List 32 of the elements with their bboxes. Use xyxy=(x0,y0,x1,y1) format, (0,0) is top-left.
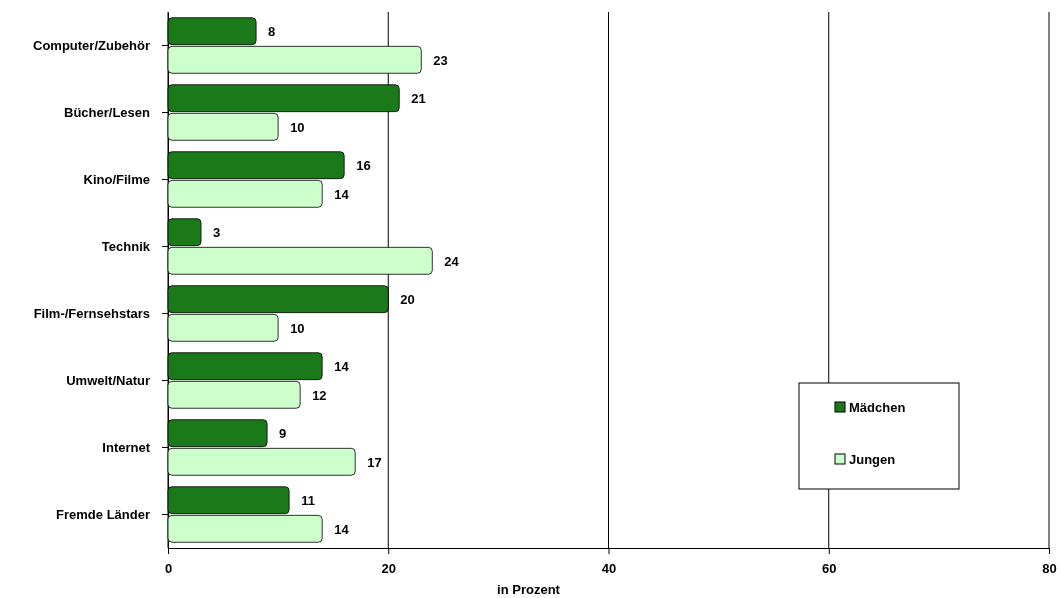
y-tick-label: Film-/Fernsehstars xyxy=(33,305,150,321)
data-label: 14 xyxy=(334,359,350,375)
x-axis-title: in Prozent xyxy=(497,582,561,597)
data-label: 9 xyxy=(279,426,287,442)
y-tick-label: Kino/Filme xyxy=(83,171,150,187)
y-tick-label: Bücher/Lesen xyxy=(64,104,151,120)
x-tick-label: 20 xyxy=(381,560,396,576)
data-label: 12 xyxy=(312,387,327,403)
y-tick-label: Fremde Länder xyxy=(56,506,150,522)
data-label: 10 xyxy=(290,119,305,135)
data-label: 16 xyxy=(356,158,371,174)
data-label: 10 xyxy=(290,320,305,336)
x-tick-label: 40 xyxy=(601,560,617,576)
y-tick-label: Umwelt/Natur xyxy=(66,372,150,388)
x-tick-label: 80 xyxy=(1042,560,1057,576)
data-label: 11 xyxy=(301,493,315,509)
data-label: 21 xyxy=(411,91,426,107)
data-label: 3 xyxy=(213,225,221,241)
data-label: 17 xyxy=(367,454,382,470)
data-label: 8 xyxy=(268,24,276,40)
data-label: 24 xyxy=(444,253,460,269)
data-label: 20 xyxy=(400,292,415,308)
data-label: 14 xyxy=(334,186,350,202)
data-label: 14 xyxy=(334,521,350,537)
y-tick-label: Computer/Zubehör xyxy=(33,37,150,53)
x-tick-label: 0 xyxy=(164,560,173,576)
y-tick-label: Technik xyxy=(101,238,151,254)
data-label: 23 xyxy=(433,52,448,68)
legend-label: Jungen xyxy=(849,452,896,467)
legend-label: Mädchen xyxy=(849,400,906,415)
y-tick-label: Internet xyxy=(102,439,151,455)
x-tick-label: 60 xyxy=(822,560,837,576)
